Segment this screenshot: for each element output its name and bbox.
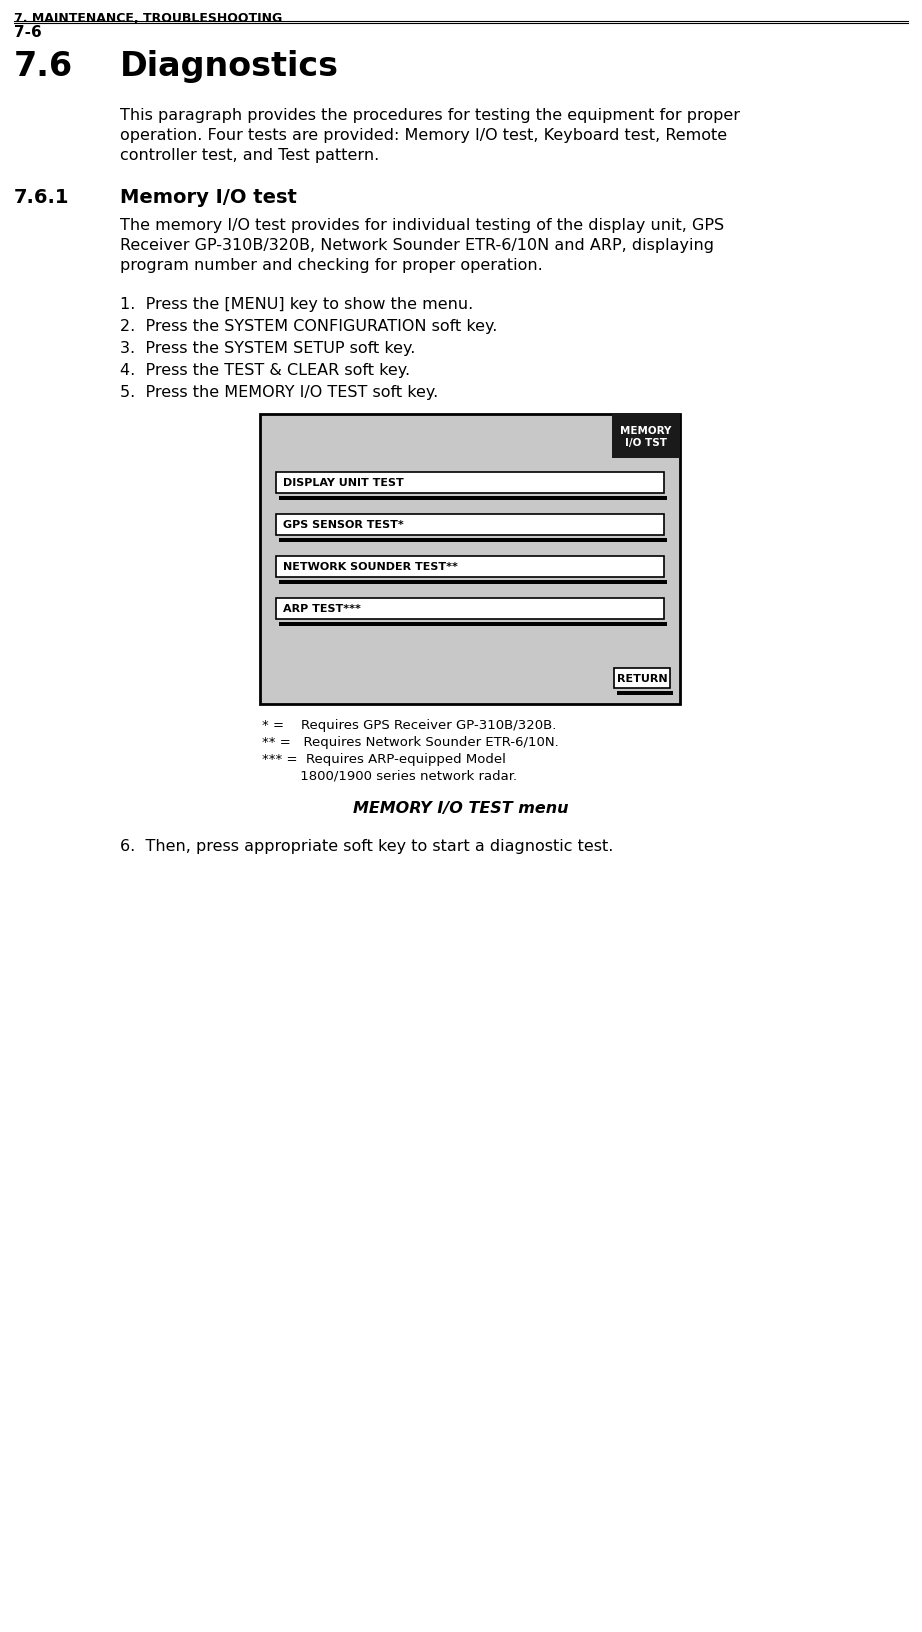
Bar — [612, 415, 680, 459]
Text: MEMORY
I/O TST: MEMORY I/O TST — [621, 426, 672, 447]
Bar — [614, 669, 670, 689]
Bar — [276, 473, 664, 494]
Text: * =    Requires GPS Receiver GP-310B/320B.: * = Requires GPS Receiver GP-310B/320B. — [262, 718, 556, 731]
Text: 3.  Press the SYSTEM SETUP soft key.: 3. Press the SYSTEM SETUP soft key. — [120, 341, 416, 356]
Text: ARP TEST***: ARP TEST*** — [283, 604, 361, 614]
Text: NETWORK SOUNDER TEST**: NETWORK SOUNDER TEST** — [283, 561, 458, 573]
Bar — [279, 539, 667, 543]
Text: 7-6: 7-6 — [14, 24, 41, 39]
Bar — [279, 581, 667, 584]
Text: 1800/1900 series network radar.: 1800/1900 series network radar. — [262, 770, 517, 782]
Text: RETURN: RETURN — [617, 674, 668, 684]
Bar — [260, 415, 680, 705]
Text: ** =   Requires Network Sounder ETR-6/10N.: ** = Requires Network Sounder ETR-6/10N. — [262, 736, 559, 749]
Bar — [617, 692, 673, 695]
Bar — [276, 599, 664, 620]
Text: operation. Four tests are provided: Memory I/O test, Keyboard test, Remote: operation. Four tests are provided: Memo… — [120, 127, 727, 144]
Text: This paragraph provides the procedures for testing the equipment for proper: This paragraph provides the procedures f… — [120, 108, 740, 122]
Text: *** =  Requires ARP-equipped Model: *** = Requires ARP-equipped Model — [262, 752, 506, 765]
Bar — [276, 557, 664, 578]
Text: 7.6: 7.6 — [14, 51, 73, 83]
Text: Receiver GP-310B/320B, Network Sounder ETR-6/10N and ARP, displaying: Receiver GP-310B/320B, Network Sounder E… — [120, 238, 714, 253]
Text: 2.  Press the SYSTEM CONFIGURATION soft key.: 2. Press the SYSTEM CONFIGURATION soft k… — [120, 318, 497, 335]
Text: 1.  Press the [MENU] key to show the menu.: 1. Press the [MENU] key to show the menu… — [120, 297, 473, 312]
Bar — [276, 514, 664, 535]
Text: controller test, and Test pattern.: controller test, and Test pattern. — [120, 149, 379, 163]
Text: The memory I/O test provides for individual testing of the display unit, GPS: The memory I/O test provides for individ… — [120, 217, 724, 233]
Text: 4.  Press the TEST & CLEAR soft key.: 4. Press the TEST & CLEAR soft key. — [120, 362, 410, 377]
Text: Memory I/O test: Memory I/O test — [120, 188, 297, 207]
Text: GPS SENSOR TEST*: GPS SENSOR TEST* — [283, 521, 404, 530]
Text: program number and checking for proper operation.: program number and checking for proper o… — [120, 258, 543, 273]
Text: 6.  Then, press appropriate soft key to start a diagnostic test.: 6. Then, press appropriate soft key to s… — [120, 839, 613, 854]
Text: 5.  Press the MEMORY I/O TEST soft key.: 5. Press the MEMORY I/O TEST soft key. — [120, 385, 438, 400]
Text: 7.6.1: 7.6.1 — [14, 188, 69, 207]
Text: MEMORY I/O TEST menu: MEMORY I/O TEST menu — [353, 801, 569, 816]
Text: Diagnostics: Diagnostics — [120, 51, 339, 83]
Bar — [279, 496, 667, 501]
Text: DISPLAY UNIT TEST: DISPLAY UNIT TEST — [283, 478, 404, 488]
Text: 7. MAINTENANCE, TROUBLESHOOTING: 7. MAINTENANCE, TROUBLESHOOTING — [14, 11, 282, 24]
Bar — [279, 623, 667, 627]
